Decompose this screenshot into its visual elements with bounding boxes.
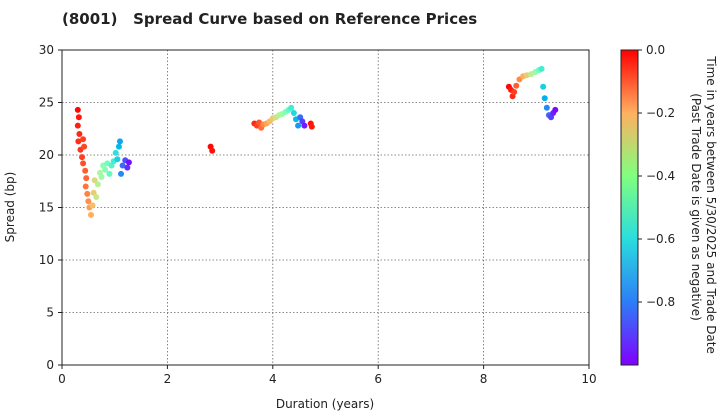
x-tick-label: 4 — [269, 372, 277, 386]
colorbar-ticks: 0.0 −0.2 −0.4 −0.6 −0.8 — [638, 43, 675, 309]
grid-lines — [62, 50, 589, 365]
data-point — [85, 198, 92, 205]
data-point — [114, 156, 121, 163]
y-tick-label: 25 — [39, 96, 54, 110]
chart-title: (8001) Spread Curve based on Reference P… — [62, 10, 478, 28]
x-tick-label: 6 — [374, 372, 382, 386]
data-point — [75, 114, 82, 121]
x-tick-label: 2 — [164, 372, 172, 386]
data-point — [84, 190, 91, 197]
data-point — [74, 106, 81, 113]
data-point — [91, 177, 98, 184]
y-tick-label: 0 — [46, 358, 54, 372]
x-tick-label: 8 — [480, 372, 488, 386]
data-point — [89, 202, 96, 209]
data-point — [112, 149, 119, 156]
data-point — [74, 122, 81, 129]
data-point — [125, 159, 132, 166]
data-point — [83, 175, 90, 182]
y-tick-label: 20 — [39, 148, 54, 162]
data-point — [541, 95, 548, 102]
data-point — [124, 164, 131, 171]
y-tick-label: 10 — [39, 253, 54, 267]
data-point — [80, 160, 87, 167]
data-point — [81, 143, 88, 150]
data-point — [513, 82, 520, 89]
data-point — [540, 83, 547, 90]
data-point — [80, 136, 87, 143]
data-point — [87, 211, 94, 218]
data-point — [119, 162, 126, 169]
colorbar-tick-label: −0.2 — [646, 106, 675, 120]
data-point — [511, 89, 518, 95]
data-point — [93, 194, 100, 200]
data-point — [115, 143, 122, 150]
y-tick-label: 30 — [39, 43, 54, 57]
x-axis-ticks: 0 2 4 6 8 10 — [58, 365, 597, 386]
data-point — [209, 147, 216, 154]
colorbar-tick-label: −0.4 — [646, 169, 675, 183]
data-point — [116, 138, 123, 145]
y-tick-label: 5 — [46, 306, 54, 320]
colorbar-tick-label: −0.8 — [646, 295, 675, 309]
colorbar-tick-label: −0.6 — [646, 232, 675, 246]
x-tick-label: 10 — [581, 372, 596, 386]
data-point — [118, 170, 125, 177]
data-point — [308, 123, 315, 130]
data-point — [543, 104, 550, 111]
data-point — [106, 170, 113, 177]
data-point — [102, 166, 109, 173]
colorbar — [620, 49, 639, 366]
x-axis-label: Duration (years) — [276, 397, 374, 411]
data-point — [301, 122, 308, 129]
data-point — [76, 131, 83, 137]
data-point — [552, 106, 559, 113]
colorbar-tick-label: 0.0 — [646, 43, 665, 57]
data-point — [79, 154, 86, 161]
data-point — [288, 104, 295, 111]
data-point — [290, 110, 297, 116]
data-points — [74, 65, 559, 218]
y-axis-ticks: 0 5 10 15 20 25 30 — [39, 43, 62, 372]
data-point — [75, 138, 82, 145]
data-point — [98, 174, 105, 181]
data-point — [538, 65, 545, 72]
colorbar-label: Time in years between 5/30/2025 and Trad… — [689, 55, 718, 357]
y-axis-label: Spread (bp) — [3, 172, 17, 243]
x-tick-label: 0 — [58, 372, 66, 386]
data-point — [82, 167, 89, 174]
data-point — [82, 183, 89, 190]
data-point — [94, 181, 101, 188]
y-tick-label: 15 — [39, 201, 54, 215]
data-point — [295, 122, 302, 129]
